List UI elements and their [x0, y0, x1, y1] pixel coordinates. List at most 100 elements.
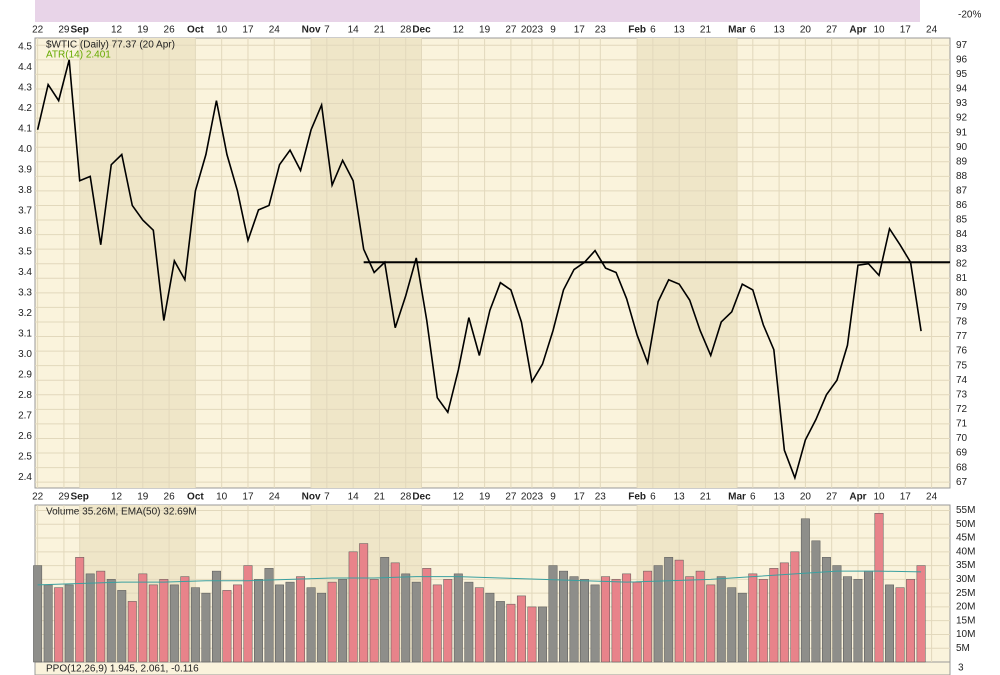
volume-bar	[148, 584, 158, 663]
x-tick-label: Nov	[302, 25, 321, 36]
volume-bar	[327, 581, 337, 663]
volume-tick-label: 10M	[956, 629, 975, 640]
volume-tick-label: 40M	[956, 546, 975, 557]
volume-bar	[527, 606, 537, 663]
volume-bar	[359, 543, 369, 663]
volume-tick-label: 45M	[956, 533, 975, 544]
volume-bar	[201, 592, 211, 663]
x-tick-label: 23	[595, 25, 607, 36]
x-tick-label: 9	[550, 25, 556, 36]
x-tick-label: 6	[650, 492, 656, 503]
x-tick-label: 28	[400, 492, 412, 503]
volume-bar	[348, 551, 358, 663]
x-tick-label: 21	[700, 25, 712, 36]
volume-bar	[222, 590, 232, 663]
volume-bar	[390, 562, 400, 663]
volume-bar	[843, 576, 852, 663]
volume-bar	[159, 579, 169, 663]
x-tick-label: 26	[164, 492, 176, 503]
volume-bar	[632, 581, 642, 663]
x-tick-label: 9	[550, 492, 556, 503]
x-tick-label: 22	[32, 25, 44, 36]
x-tick-label: 12	[453, 25, 465, 36]
volume-bar	[275, 584, 284, 663]
price-legend: $WTIC (Daily) 77.37 (20 Apr)	[46, 40, 175, 51]
x-tick-label: 13	[674, 492, 686, 503]
y-tick-label: 86	[956, 200, 968, 211]
x-tick-label: 12	[111, 492, 123, 503]
y-tick-label: 92	[956, 113, 968, 124]
volume-bar	[338, 579, 348, 663]
volume-bar	[853, 579, 863, 663]
atr-tick-label: 3.9	[18, 165, 32, 176]
volume-bar	[538, 606, 547, 663]
volume-bar	[790, 551, 800, 663]
x-tick-label: 13	[674, 25, 686, 36]
volume-bar	[254, 579, 263, 663]
volume-bar	[758, 579, 768, 663]
volume-tick-label: 15M	[956, 615, 975, 626]
y-tick-label: 91	[956, 127, 968, 138]
volume-bar	[233, 584, 242, 663]
x-tick-label: 26	[164, 25, 176, 36]
volume-bar	[401, 573, 411, 663]
y-tick-label: 87	[956, 186, 968, 197]
volume-bar	[548, 565, 558, 663]
volume-bar	[285, 581, 295, 663]
ppo-legend: PPO(12,26,9) 1.945, 2.061, -0.116	[46, 664, 199, 675]
volume-bar	[306, 587, 316, 663]
volume-bar	[569, 576, 579, 663]
volume-bar	[64, 584, 74, 663]
y-tick-label: 71	[956, 419, 968, 430]
x-tick-label: Feb	[628, 492, 646, 503]
atr-tick-label: 4.5	[18, 42, 32, 53]
volume-bar	[664, 557, 674, 663]
atr-tick-label: 2.9	[18, 370, 32, 381]
y-tick-label: 97	[956, 40, 968, 51]
x-tick-label: 10	[873, 25, 885, 36]
x-tick-label: 28	[400, 25, 412, 36]
y-tick-label: 67	[956, 477, 968, 488]
x-tick-label: 10	[873, 492, 885, 503]
volume-ema	[37, 570, 922, 586]
y-tick-label: 76	[956, 346, 968, 357]
y-tick-label: 88	[956, 171, 968, 182]
volume-bar	[243, 565, 253, 663]
x-tick-label: 27	[826, 25, 838, 36]
volume-bar	[43, 584, 53, 663]
x-tick-label: Oct	[187, 25, 204, 36]
volume-bar	[495, 601, 505, 663]
volume-tick-label: 20M	[956, 602, 975, 613]
volume-bar	[474, 587, 484, 663]
x-tick-label: 24	[926, 492, 938, 503]
y-tick-label: 81	[956, 273, 968, 284]
volume-bar	[264, 568, 274, 663]
x-tick-label: 6	[650, 25, 656, 36]
volume-bar	[96, 570, 106, 663]
x-tick-label: Dec	[412, 25, 431, 36]
volume-bar	[422, 568, 432, 663]
x-tick-label: 21	[700, 492, 712, 503]
volume-bar	[180, 576, 190, 663]
volume-bar	[874, 513, 884, 663]
volume-bar	[317, 592, 327, 663]
volume-bar	[611, 579, 621, 663]
y-tick-label: 96	[956, 54, 968, 65]
x-tick-label: Nov	[302, 492, 321, 503]
x-tick-label: 17	[900, 492, 912, 503]
atr-tick-label: 4.4	[18, 62, 32, 73]
volume-bar	[748, 573, 758, 663]
y-tick-label: 80	[956, 287, 968, 298]
y-tick-label: 85	[956, 215, 968, 226]
volume-bar	[864, 570, 873, 663]
x-tick-label: 19	[479, 492, 491, 503]
atr-legend: ATR(14) 2.401	[46, 50, 111, 61]
volume-bar	[653, 565, 663, 663]
volume-bar	[800, 518, 810, 663]
x-tick-label: 6	[750, 492, 756, 503]
volume-bar	[296, 576, 306, 663]
volume-bar	[169, 584, 179, 663]
volume-bar	[380, 557, 390, 663]
volume-legend: Volume 35.26M, EMA(50) 32.69M	[46, 507, 197, 518]
x-tick-label: Dec	[412, 492, 431, 503]
